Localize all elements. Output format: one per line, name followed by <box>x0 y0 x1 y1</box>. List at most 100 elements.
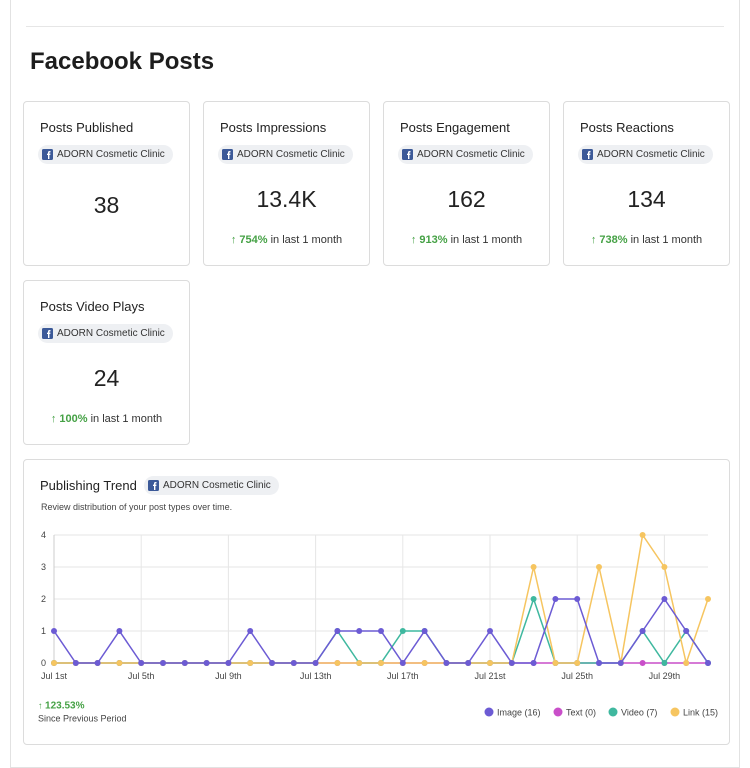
data-point <box>290 660 297 666</box>
data-point <box>181 660 188 666</box>
account-name: ADORN Cosmetic Clinic <box>417 149 525 160</box>
data-point <box>683 628 690 634</box>
data-point <box>661 660 668 666</box>
metric-card: Posts Published ADORN Cosmetic Clinic 38 <box>23 101 190 266</box>
legend-label: Text (0) <box>566 708 596 718</box>
x-tick-label: Jul 13th <box>300 671 332 681</box>
data-point <box>225 660 232 666</box>
card-change: ↑ 754% in last 1 month <box>204 234 369 246</box>
data-point <box>116 628 123 634</box>
data-point <box>116 660 123 666</box>
card-title: Posts Reactions <box>580 120 674 135</box>
period-change: ↑ 123.53% <box>38 701 85 712</box>
y-tick-label: 4 <box>41 530 46 540</box>
data-point <box>247 628 254 634</box>
data-point <box>574 596 581 602</box>
metric-card: Posts Engagement ADORN Cosmetic Clinic 162… <box>383 101 550 266</box>
up-arrow: ↑ <box>230 234 237 246</box>
card-title: Posts Engagement <box>400 120 510 135</box>
data-point <box>705 596 711 602</box>
card-title: Posts Impressions <box>220 120 327 135</box>
data-point <box>552 660 559 666</box>
account-chip: ADORN Cosmetic Clinic <box>218 145 353 164</box>
metric-card: Posts Reactions ADORN Cosmetic Clinic 134 ↑… <box>563 101 730 266</box>
account-name: ADORN Cosmetic Clinic <box>597 149 705 160</box>
card-change: ↑ 738% in last 1 month <box>564 234 729 246</box>
facebook-icon <box>402 149 413 160</box>
data-point <box>51 660 57 666</box>
account-name: ADORN Cosmetic Clinic <box>237 149 345 160</box>
data-point <box>94 660 101 666</box>
y-tick-label: 2 <box>41 594 46 604</box>
card-value: 24 <box>93 365 120 391</box>
data-point <box>334 660 341 666</box>
card-title: Posts Published <box>40 120 134 135</box>
data-point <box>574 660 581 666</box>
facebook-icon <box>42 328 53 339</box>
data-point <box>530 564 537 570</box>
account-chip: ADORN Cosmetic Clinic <box>398 145 533 164</box>
chart-panel: Publishing Trend ADORN Cosmetic Clinic R… <box>23 459 730 745</box>
data-point <box>596 660 602 666</box>
page-title: Facebook Posts <box>30 48 215 75</box>
change-suffix: in last 1 month <box>90 413 163 425</box>
card-value: 162 <box>447 186 486 212</box>
facebook-icon <box>222 149 233 160</box>
data-point <box>203 660 210 666</box>
data-point <box>552 596 559 602</box>
card-change: ↑ 100% in last 1 month <box>24 413 189 425</box>
x-tick-label: Jul 29th <box>649 671 681 681</box>
data-point <box>683 660 690 666</box>
card-title: Posts Video Plays <box>40 299 145 314</box>
account-name: ADORN Cosmetic Clinic <box>163 480 271 491</box>
data-point <box>705 660 711 666</box>
account-chip: ADORN Cosmetic Clinic <box>38 145 173 164</box>
data-point <box>421 628 428 634</box>
up-arrow: ↑ <box>50 413 57 425</box>
data-point <box>639 628 646 634</box>
facebook-icon <box>42 149 53 160</box>
chart-subtitle: Review distribution of your post types o… <box>41 502 233 512</box>
change-suffix: in last 1 month <box>630 234 703 246</box>
metric-card: Posts Impressions ADORN Cosmetic Clinic 13… <box>203 101 370 266</box>
up-arrow: ↑ <box>410 234 417 246</box>
change-percent: 754% <box>239 234 268 246</box>
account-name: ADORN Cosmetic Clinic <box>57 328 165 339</box>
data-point <box>530 596 537 602</box>
card-value: 134 <box>627 186 666 212</box>
facebook-icon <box>582 149 593 160</box>
legend-swatch <box>670 707 680 717</box>
data-point <box>138 660 145 666</box>
account-chip: ADORN Cosmetic Clinic <box>38 324 173 343</box>
facebook-icon <box>148 480 159 491</box>
chart: 0 1 2 3 4 Jul 1st Jul 5th Jul 9th Jul 13th Jul 17… <box>38 530 718 724</box>
change-percent: 913% <box>419 234 448 246</box>
data-point <box>312 660 319 666</box>
legend-label: Link (15) <box>683 708 718 718</box>
data-point <box>356 628 363 634</box>
legend-swatch <box>608 707 618 717</box>
y-tick-label: 0 <box>41 658 46 668</box>
card-value: 38 <box>93 192 120 218</box>
data-point <box>399 628 406 634</box>
change-percent: 123.53% <box>45 701 85 712</box>
data-point <box>508 660 515 666</box>
data-point <box>160 660 166 666</box>
data-point <box>596 564 602 570</box>
x-tick-label: Jul 5th <box>128 671 155 681</box>
account-chip: ADORN Cosmetic Clinic <box>578 145 713 164</box>
data-point <box>465 660 472 666</box>
data-point <box>247 660 254 666</box>
data-point <box>617 660 624 666</box>
legend-label: Image (16) <box>497 708 541 718</box>
data-point <box>72 660 79 666</box>
data-point <box>421 660 428 666</box>
metric-card: Posts Video Plays ADORN Cosmetic Clinic 24… <box>23 280 190 445</box>
data-point <box>51 628 57 634</box>
change-suffix: in last 1 month <box>270 234 343 246</box>
up-arrow: ↑ <box>38 701 45 711</box>
card-change: ↑ 913% in last 1 month <box>384 234 549 246</box>
data-point <box>356 660 363 666</box>
legend-label: Video (7) <box>621 708 657 718</box>
